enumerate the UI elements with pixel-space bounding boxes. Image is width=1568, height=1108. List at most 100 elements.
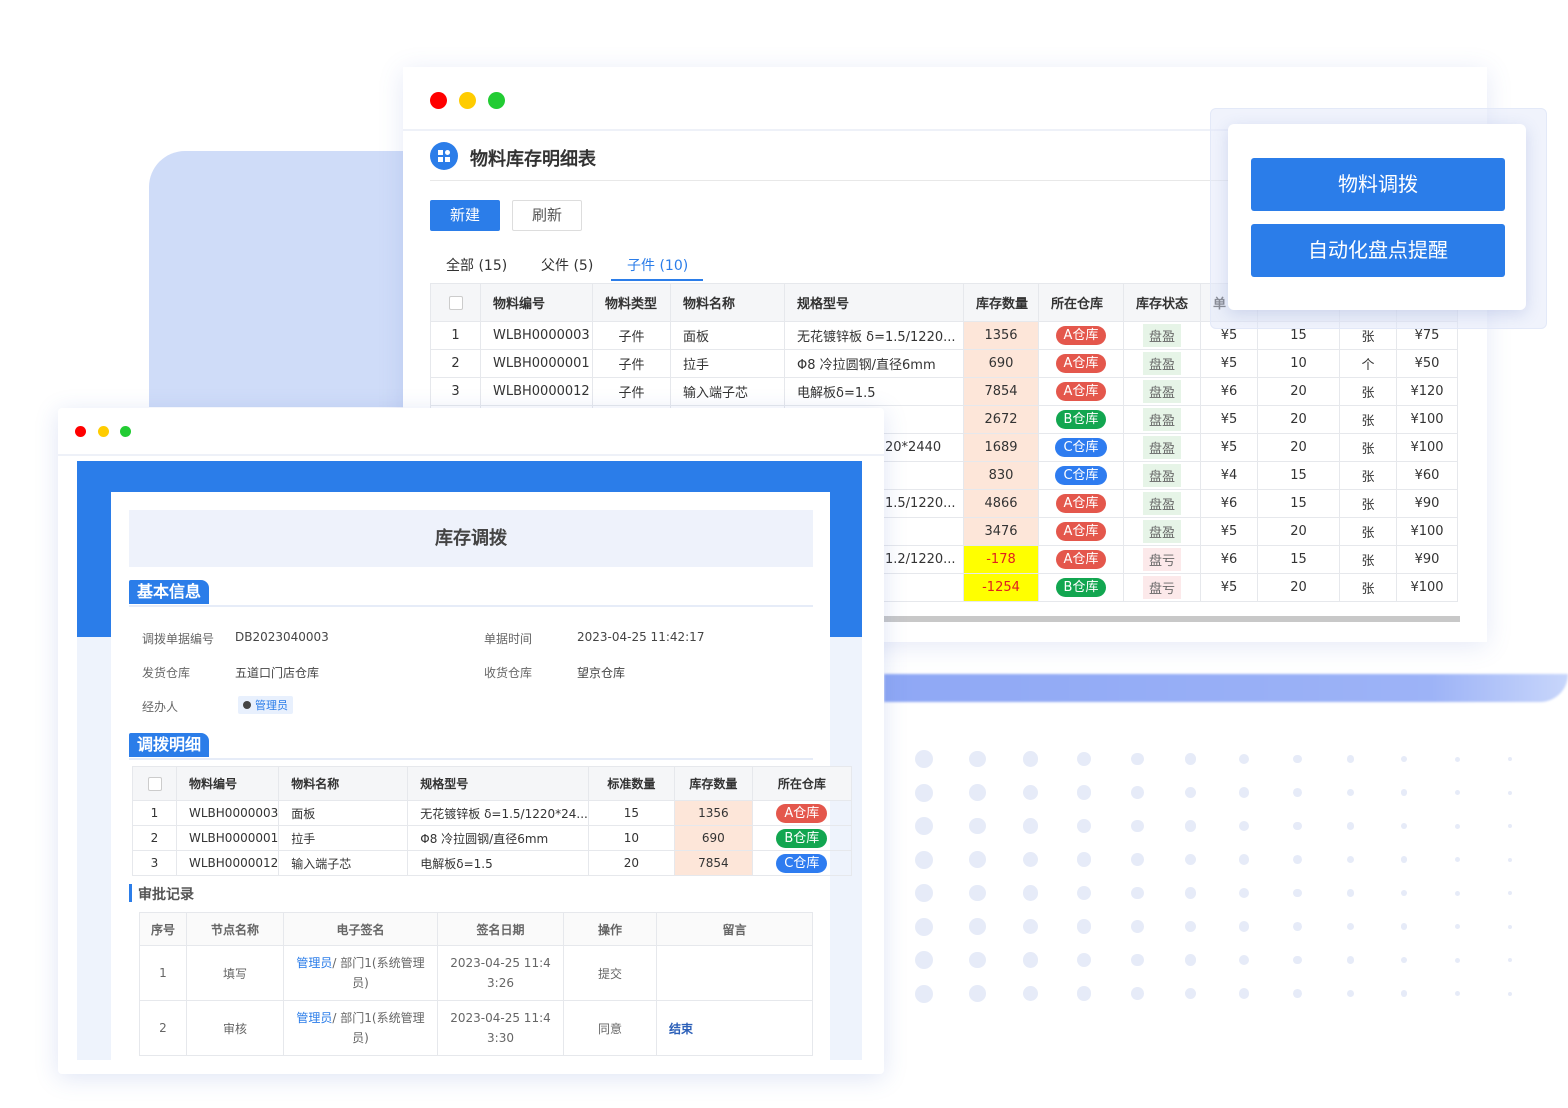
- dot: [1130, 819, 1144, 833]
- cell: ¥5: [1200, 433, 1258, 462]
- warehouse-pill: C仓库: [1055, 438, 1107, 457]
- max-light[interactable]: [488, 92, 505, 109]
- cell: 盘盈: [1123, 377, 1201, 406]
- cell: ¥6: [1200, 489, 1258, 518]
- dot: [1184, 920, 1197, 933]
- cell: 2672: [963, 405, 1039, 434]
- dot: [968, 884, 986, 902]
- cell: 10: [1257, 349, 1340, 378]
- cell: WLBH0000003: [480, 321, 593, 350]
- checkbox[interactable]: [448, 295, 463, 310]
- refresh-button[interactable]: 刷新: [512, 200, 582, 231]
- status-badge: 盘盈: [1142, 380, 1181, 403]
- header-cell: 规格型号: [407, 766, 589, 801]
- cell: ¥4: [1200, 461, 1258, 490]
- dot: [1022, 851, 1039, 868]
- cell: 输入端子芯: [278, 850, 409, 876]
- cell: ¥5: [1200, 349, 1258, 378]
- cell: 7854: [963, 377, 1039, 406]
- signer-link[interactable]: 管理员: [296, 1011, 333, 1025]
- close-light[interactable]: [75, 426, 86, 437]
- row: 1 WLBH0000003 子件 面板 无花镀锌板 δ=1.5/1220... 1356 A…: [430, 321, 1458, 350]
- status-badge: 盘亏: [1142, 576, 1181, 599]
- dot: [1130, 920, 1144, 933]
- dot: [1346, 956, 1355, 964]
- dot: [1346, 889, 1355, 897]
- dot: [915, 984, 933, 1003]
- cell: ¥5: [1200, 405, 1258, 434]
- warehouse-pill: A仓库: [776, 803, 828, 823]
- cell: ¥100: [1396, 573, 1458, 602]
- dot: [1346, 989, 1355, 998]
- cell: 3476: [963, 517, 1039, 546]
- cell: B仓库: [1038, 573, 1124, 602]
- close-light[interactable]: [430, 92, 447, 109]
- cell: 子件: [592, 321, 671, 350]
- scrollbar[interactable]: [430, 616, 1460, 622]
- signer-link[interactable]: 管理员: [296, 956, 333, 970]
- dot: [1508, 891, 1513, 895]
- dot: [1454, 991, 1460, 996]
- dot: [1184, 887, 1197, 899]
- dot: [1130, 752, 1144, 766]
- cell: 1: [132, 800, 177, 826]
- cell: 20: [587, 850, 675, 876]
- dot: [1184, 853, 1197, 866]
- dot: [1130, 886, 1144, 900]
- cell: 1689: [963, 433, 1039, 462]
- cell: -1254: [963, 573, 1039, 602]
- dot: [1292, 989, 1302, 998]
- cell: 张: [1339, 433, 1397, 462]
- dot: [1022, 885, 1039, 901]
- cell: 盘盈: [1123, 321, 1201, 350]
- dot: [915, 817, 933, 835]
- cell: 填写: [186, 945, 284, 1001]
- header-cell: 库存数量: [963, 283, 1039, 322]
- dot: [1400, 822, 1407, 830]
- cell: ¥100: [1396, 517, 1458, 546]
- dot: [1022, 918, 1039, 935]
- reminder-button[interactable]: 自动化盘点提醒: [1251, 224, 1505, 277]
- header-cell: 操作: [563, 912, 657, 946]
- max-light[interactable]: [120, 426, 131, 437]
- tab[interactable]: 全部 (15): [446, 258, 508, 274]
- cell: ¥90: [1396, 489, 1458, 518]
- tab[interactable]: 子件 (10): [627, 258, 689, 274]
- dot: [968, 918, 986, 935]
- dot: [1238, 753, 1249, 765]
- dot: [1076, 852, 1091, 867]
- field-value: 五道口门店仓库: [235, 666, 320, 680]
- dot: [1346, 788, 1355, 797]
- checkbox[interactable]: [147, 776, 162, 791]
- dot: [1022, 784, 1039, 801]
- warehouse-pill: A仓库: [1055, 550, 1107, 569]
- dot: [915, 750, 933, 768]
- detail-table: 物料编号 物料名称 规格型号 标准数量 库存数量 所在仓库 1 WLBH0000003 面板 无花…: [132, 766, 852, 876]
- warehouse-pill: B仓库: [776, 828, 828, 848]
- min-light[interactable]: [98, 426, 109, 437]
- form-title: 库存调拨: [129, 510, 813, 567]
- cell: 面板: [670, 321, 785, 350]
- header-cell: 序号: [139, 912, 187, 946]
- field-value: 2023-04-25 11:42:17: [577, 630, 705, 644]
- row: 3 WLBH0000012 输入端子芯 电解板δ=1.5 20 7854 C仓库: [132, 850, 852, 876]
- tab[interactable]: 父件 (5): [541, 258, 594, 274]
- cell: ¥90: [1396, 545, 1458, 574]
- title-divider: [403, 129, 1487, 131]
- transfer-button[interactable]: 物料调拨: [1251, 158, 1505, 211]
- new-button[interactable]: 新建: [430, 200, 500, 231]
- cell: 690: [673, 825, 753, 851]
- dot: [1022, 952, 1039, 968]
- cell: 20: [1257, 377, 1340, 406]
- dot: [1454, 790, 1460, 795]
- dot: [1508, 924, 1513, 929]
- min-light[interactable]: [459, 92, 476, 109]
- cell: 盘盈: [1123, 517, 1201, 546]
- dot: [968, 985, 986, 1002]
- cell: 15: [1257, 489, 1340, 518]
- cell: 无花镀锌板 δ=1.5/1220...: [784, 321, 964, 350]
- cell: ¥50: [1396, 349, 1458, 378]
- header-cell: 物料编号: [175, 766, 280, 801]
- cell: ¥100: [1396, 405, 1458, 434]
- status-badge: 盘盈: [1142, 520, 1181, 543]
